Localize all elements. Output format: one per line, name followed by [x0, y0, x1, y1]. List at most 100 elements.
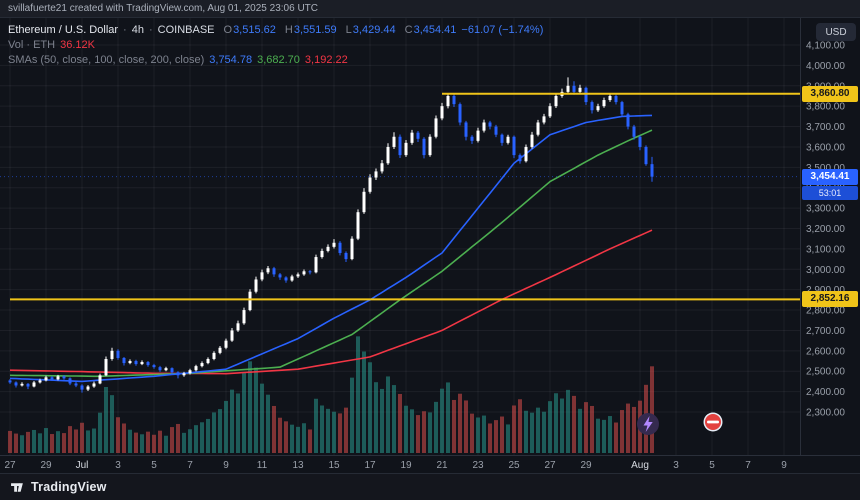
candle-body	[332, 242, 336, 247]
candle-body	[44, 377, 48, 381]
tradingview-wordmark[interactable]: TradingView	[31, 480, 107, 494]
candle-body	[14, 382, 18, 386]
volume-bar	[386, 376, 390, 453]
lightning-icon	[637, 413, 659, 435]
candle-body	[188, 370, 192, 374]
candle-body	[470, 136, 474, 141]
candle-body	[20, 383, 24, 386]
volume-bar	[38, 433, 42, 453]
chart-area[interactable]: 4,100.004,000.003,900.003,800.003,700.00…	[0, 18, 860, 473]
time-tick-label: 29	[40, 460, 52, 471]
volume-bar	[536, 407, 540, 453]
candle-body	[434, 118, 438, 137]
candle-body	[164, 368, 168, 371]
volume-bar	[590, 405, 594, 453]
volume-bar	[218, 409, 222, 453]
price-axis[interactable]	[801, 18, 860, 455]
high-value: H 3,551.59	[285, 24, 337, 36]
time-tick-label: 5	[151, 460, 157, 471]
open-value: O 3,515.62	[224, 24, 276, 36]
volume-bar	[50, 434, 54, 453]
volume-bar	[224, 400, 228, 453]
separator: ·	[123, 23, 127, 36]
candle-body	[134, 361, 138, 365]
candle-body	[458, 104, 462, 123]
volume-legend-row[interactable]: Vol · ETH 36.12K	[8, 37, 543, 52]
price-tick-label: 2,500.00	[806, 367, 845, 378]
volume-bar	[446, 382, 450, 453]
candle-body	[314, 257, 318, 273]
volume-bar	[500, 416, 504, 453]
candle-body	[32, 382, 36, 387]
volume-bar	[650, 366, 654, 453]
volume-bar	[422, 411, 426, 453]
candle-body	[416, 132, 420, 139]
time-tick-label: Jul	[76, 460, 89, 471]
volume-bar	[368, 362, 372, 453]
candle-body	[86, 386, 90, 390]
sma-legend-row[interactable]: SMAs (50, close, 100, close, 200, close)…	[8, 52, 543, 67]
candle-body	[200, 363, 204, 367]
volume-bar	[8, 430, 12, 453]
candle-body	[194, 366, 198, 371]
time-tick-label: 27	[4, 460, 16, 471]
candle-body	[338, 242, 342, 253]
candle-body	[266, 268, 270, 273]
candle-body	[146, 362, 150, 366]
time-tick-label: 23	[472, 460, 484, 471]
volume-bar	[584, 402, 588, 453]
candle-body	[566, 85, 570, 92]
volume-bar	[434, 401, 438, 453]
volume-bar	[206, 418, 210, 453]
candle-body	[488, 122, 492, 127]
time-tick-label: 9	[223, 460, 229, 471]
candle-body	[440, 106, 444, 119]
volume-bar	[428, 412, 432, 453]
volume-bar	[632, 406, 636, 453]
volume-bar	[140, 434, 144, 453]
volume-bar	[266, 394, 270, 453]
volume-bar	[290, 424, 294, 453]
time-tick-label: 3	[115, 460, 121, 471]
lightning-swirl-sticker[interactable]	[637, 413, 659, 435]
time-axis[interactable]	[0, 455, 800, 473]
candle-body	[542, 116, 546, 123]
candle-body	[296, 274, 300, 277]
time-tick-label: 7	[187, 460, 193, 471]
sma50-line	[9, 114, 653, 383]
price-tick-label: 3,600.00	[806, 142, 845, 153]
no-entry-sticker[interactable]	[703, 412, 723, 432]
volume-bar	[392, 385, 396, 453]
volume-bar	[32, 429, 36, 453]
close-prefix: C	[404, 23, 413, 36]
price-tick-label: 3,700.00	[806, 122, 845, 133]
volume-bar	[188, 429, 192, 453]
volume-bar	[338, 413, 342, 453]
price-tick-label: 3,500.00	[806, 163, 845, 174]
volume-bar	[542, 411, 546, 453]
volume-bar	[98, 412, 102, 453]
upper-level-price-label[interactable]: 3,860.80	[802, 85, 858, 102]
candle-body	[572, 85, 576, 92]
currency-usd-button[interactable]: USD	[816, 23, 856, 41]
volume-bar	[56, 431, 60, 453]
volume-bar	[326, 408, 330, 453]
volume-bar	[464, 400, 468, 453]
candle-body	[224, 340, 228, 348]
candle-body	[218, 347, 222, 353]
candle-body	[404, 142, 408, 156]
chart-canvas[interactable]: 4,100.004,000.003,900.003,800.003,700.00…	[0, 18, 860, 473]
volume-bar	[512, 405, 516, 453]
candle-body	[578, 87, 582, 92]
volume-bar	[494, 420, 498, 453]
tradingview-logo-icon[interactable]	[10, 480, 25, 495]
candle-body	[596, 106, 600, 111]
symbol-legend-row[interactable]: Ethereum / U.S. Dollar · 4h · COINBASE O…	[8, 22, 543, 37]
sma-label: SMAs (50, close, 100, close, 200, close)	[8, 53, 205, 66]
high-price: 3,551.59	[293, 23, 337, 36]
time-tick-label: 5	[709, 460, 715, 471]
lower-level-price-label[interactable]: 2,852.16	[802, 291, 858, 308]
volume-bar	[92, 428, 96, 453]
volume-value: 36.12K	[60, 38, 95, 51]
bar-countdown-label: 53:01	[802, 185, 858, 200]
